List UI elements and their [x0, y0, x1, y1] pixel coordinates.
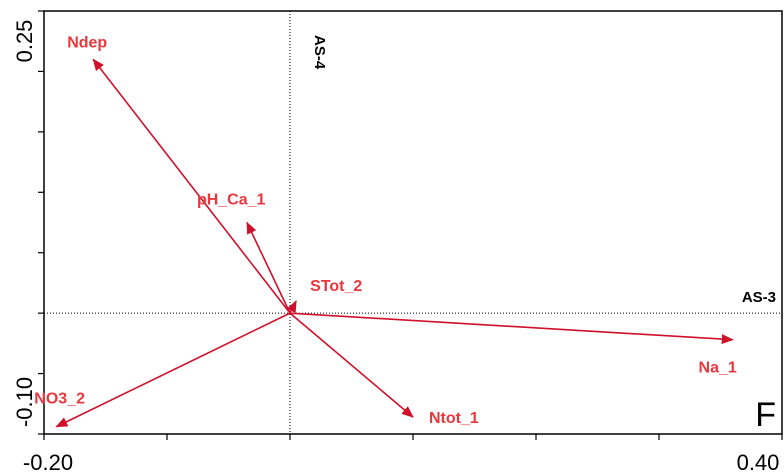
vector-label-stot-2: STot_2 [310, 278, 362, 295]
vector-label-ntot-1: Ntot_1 [429, 410, 479, 427]
vector-arrow-no3-2 [55, 312, 291, 428]
tick-labels: -0.20 0.40 -0.10 0.25 [12, 20, 779, 475]
vector-label-ndep: Ndep [67, 34, 107, 51]
vector-arrows [55, 58, 734, 428]
vector-arrow-ndep [92, 58, 291, 314]
vector-arrow-ph-ca-1 [246, 221, 291, 314]
vector-label-no3-2: NO3_2 [34, 391, 85, 408]
vector-arrow-stot-2 [286, 300, 297, 314]
vector-labels: Ndep pH_Ca_1 STot_2 Na_1 NO3_2 Ntot_1 [34, 34, 737, 427]
y-tick-label-min: -0.10 [12, 377, 37, 427]
x-tick-label-max: 0.40 [737, 450, 780, 475]
vector-arrow-na-1 [289, 312, 734, 345]
y-tick-label-max: 0.25 [12, 20, 37, 63]
y-axis-name: AS-4 [311, 35, 328, 70]
vector-label-na-1: Na_1 [699, 360, 737, 377]
panel-label: F [755, 396, 776, 434]
axis-ticks [38, 10, 783, 440]
vector-arrow-ntot-1 [289, 312, 414, 418]
vector-label-ph-ca-1: pH_Ca_1 [197, 192, 266, 209]
x-axis-name: AS-3 [742, 289, 776, 306]
reference-lines [44, 11, 782, 434]
plot-frame [43, 10, 783, 435]
x-tick-label-min: -0.20 [23, 450, 73, 475]
